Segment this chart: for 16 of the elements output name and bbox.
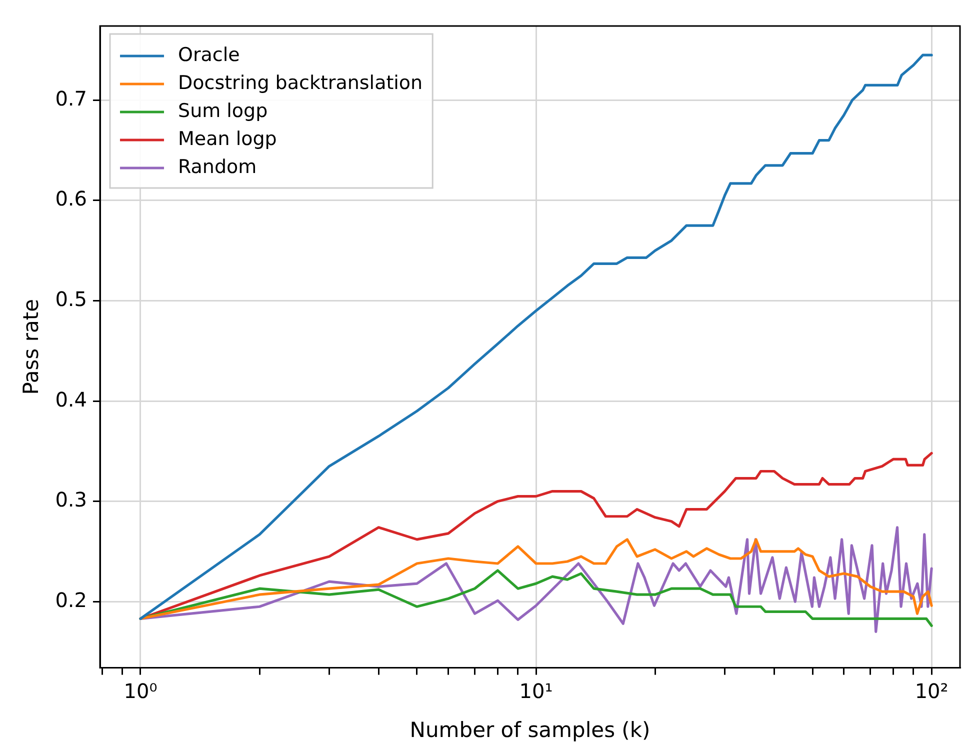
legend-label: Mean logp bbox=[178, 128, 277, 150]
y-tick-label: 0.3 bbox=[55, 488, 88, 512]
y-tick-label: 0.5 bbox=[55, 286, 88, 311]
legend-label: Docstring backtranslation bbox=[178, 72, 423, 94]
x-axis-title: Number of samples (k) bbox=[410, 718, 650, 742]
x-tick-label: 10¹ bbox=[519, 679, 553, 704]
legend-label: Sum logp bbox=[178, 100, 268, 122]
y-tick-label: 0.7 bbox=[55, 86, 88, 110]
legend-label: Random bbox=[178, 156, 257, 178]
y-tick-label: 0.4 bbox=[55, 387, 88, 412]
x-tick-label: 10⁰ bbox=[124, 679, 158, 704]
legend-label: Oracle bbox=[178, 44, 240, 66]
y-tick-label: 0.6 bbox=[55, 186, 88, 211]
x-tick-label: 10² bbox=[914, 679, 948, 704]
y-axis-title: Pass rate bbox=[19, 298, 44, 395]
y-tick-label: 0.2 bbox=[55, 588, 88, 612]
